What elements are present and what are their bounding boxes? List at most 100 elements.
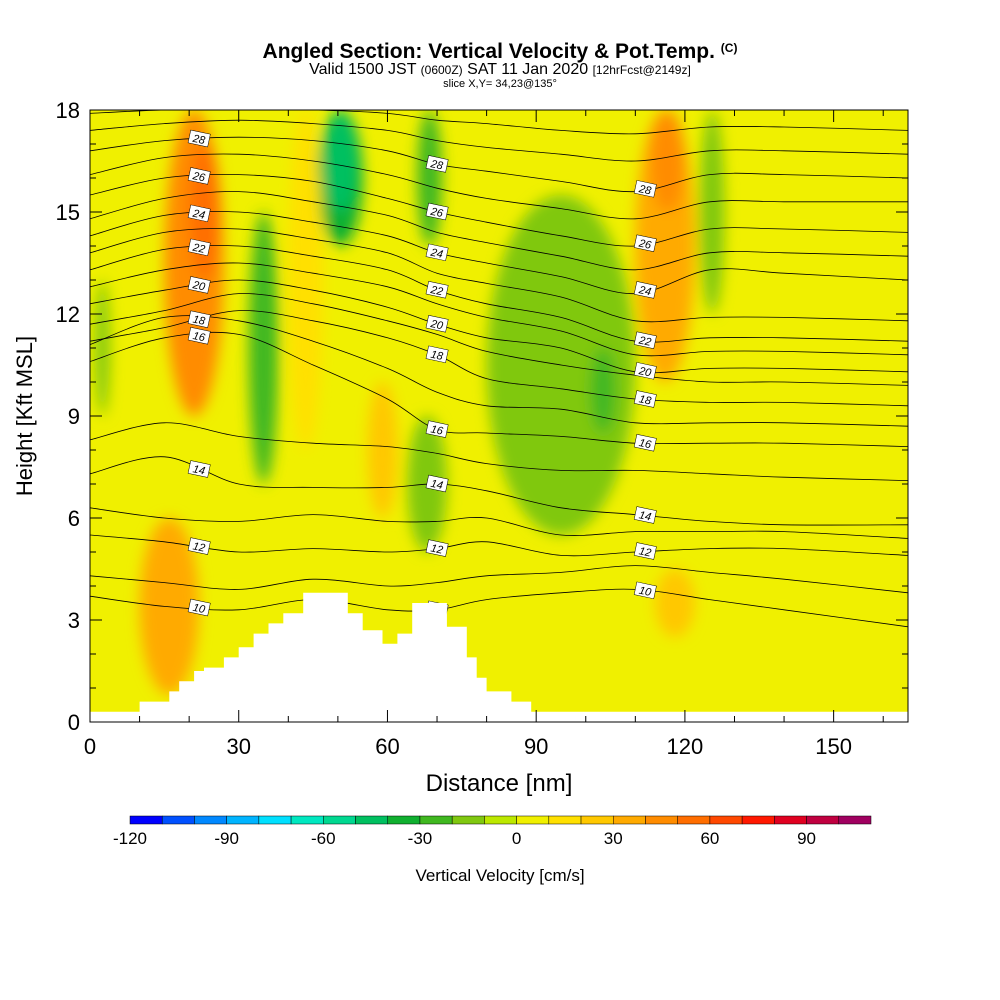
theta-contour-21 (90, 262, 908, 357)
theta-label-10: 10 (187, 598, 211, 617)
theta-label-text: 28 (429, 158, 445, 173)
theta-contour-19 (90, 293, 908, 386)
colorbar-swatch--70 (290, 815, 324, 825)
colorbar-swatch--50 (355, 815, 388, 825)
theta-label-text: 10 (638, 585, 653, 599)
plot-area: 1010101212121414141616161818182020202222… (90, 110, 908, 722)
colorbar-swatch-90 (806, 815, 840, 825)
theta-label-text: 18 (638, 393, 653, 407)
colorbar-swatch--10 (484, 815, 517, 825)
theta-label-text: 20 (637, 365, 653, 380)
theta-label-28: 28 (187, 129, 211, 148)
theta-label-14: 14 (425, 474, 449, 493)
theta-label-box (633, 390, 657, 408)
theta-label-box (633, 180, 657, 198)
theta-label-text: 24 (637, 284, 652, 298)
colorbar-swatch--110 (161, 815, 195, 825)
theta-label-box (425, 314, 449, 333)
colorbar-swatch--80 (258, 815, 292, 825)
theta-label-text: 28 (191, 133, 207, 148)
colorbar-swatch-70 (741, 815, 775, 825)
theta-label-box (187, 326, 211, 345)
theta-label-12: 12 (633, 542, 657, 560)
x-tick-label-0: 0 (84, 734, 96, 759)
velocity-cell-6 (248, 212, 279, 484)
theta-label-text: 22 (191, 241, 206, 255)
colorbar-swatch-40 (645, 815, 678, 825)
x-axis-label: Distance [nm] (426, 770, 573, 797)
theta-label-box (425, 474, 449, 493)
theta-label-box (425, 280, 449, 299)
theta-contour-29 (90, 119, 908, 162)
colorbar-swatch--100 (194, 815, 227, 825)
theta-contour-12 (90, 534, 908, 557)
theta-label-box (187, 276, 211, 294)
colorbar-swatch-80 (774, 815, 807, 825)
theta-label-text: 20 (429, 318, 445, 333)
colorbar-tick-30: 30 (604, 829, 623, 848)
theta-label-text: 16 (192, 330, 207, 344)
theta-contour-10 (90, 588, 908, 628)
theta-label-box (425, 420, 449, 438)
theta-label-26: 26 (633, 234, 657, 252)
y-tick-label-6: 6 (68, 506, 80, 531)
colorbar-swatch-100 (838, 815, 872, 825)
theta-label-text: 24 (429, 246, 444, 260)
theta-label-20: 20 (425, 314, 449, 333)
vertical-velocity-field (94, 110, 908, 695)
theta-contour-14 (90, 456, 908, 526)
theta-contour-28 (90, 136, 908, 193)
x-tick-label-30: 30 (226, 734, 250, 759)
theta-label-20: 20 (187, 276, 211, 294)
theta-label-14: 14 (187, 460, 211, 478)
x-tick-label-60: 60 (375, 734, 399, 759)
colorbar-tick-90: 90 (797, 829, 816, 848)
theta-contour-15 (90, 422, 908, 481)
colorbar-tick--60: -60 (311, 829, 336, 848)
theta-label-box (187, 129, 211, 148)
axes: 0 30 60 90 120 150 0 3 6 9 12 15 18 (56, 98, 908, 759)
theta-label-box (425, 539, 449, 557)
theta-contour-23 (90, 228, 908, 323)
theta-contour-16 (90, 331, 908, 447)
theta-label-20: 20 (633, 362, 657, 380)
theta-label-text: 16 (638, 437, 653, 451)
theta-label-26: 26 (187, 167, 211, 185)
theta-label-22: 22 (425, 280, 449, 299)
theta-contour-22 (90, 245, 908, 343)
theta-contour-24 (90, 211, 908, 295)
theta-label-18: 18 (187, 310, 211, 328)
theta-label-26: 26 (425, 202, 449, 221)
velocity-cell-15 (655, 569, 695, 637)
theta-label-24: 24 (633, 281, 657, 299)
theta-label-box (187, 598, 211, 617)
theta-label-12: 12 (187, 537, 211, 555)
theta-label-text: 26 (637, 237, 653, 252)
y-tick-label-9: 9 (68, 404, 80, 429)
colorbar-label: Vertical Velocity [cm/s] (415, 866, 584, 885)
colorbar-tick-60: 60 (700, 829, 719, 848)
colorbar-swatch--40 (387, 815, 421, 825)
velocity-cell-9 (417, 110, 442, 246)
velocity-cell-18 (367, 382, 398, 518)
colorbar-tick--30: -30 (408, 829, 433, 848)
velocity-cell-4 (323, 110, 358, 212)
theta-label-text: 26 (429, 206, 445, 221)
theta-label-box (633, 362, 657, 380)
theta-label-text: 28 (637, 183, 653, 198)
slice-info: slice X,Y= 34,23@135° (443, 78, 557, 90)
y-tick-label-0: 0 (68, 710, 80, 735)
colorbar-swatch--20 (451, 815, 485, 825)
x-tick-label-120: 120 (667, 734, 704, 759)
theta-contour-20 (90, 279, 908, 374)
theta-label-box (633, 331, 657, 349)
chart-subtitle: Valid 1500 JST (0600Z) SAT 11 Jan 2020 [… (309, 61, 691, 78)
y-axis-label: Height [Kft MSL] (12, 336, 37, 496)
theta-label-text: 18 (430, 349, 445, 363)
theta-label-text: 26 (191, 170, 207, 185)
theta-label-box (187, 460, 211, 478)
velocity-cell-0 (164, 110, 224, 416)
y-tick-label-18: 18 (56, 98, 80, 123)
colorbar-tick-0: 0 (512, 829, 521, 848)
